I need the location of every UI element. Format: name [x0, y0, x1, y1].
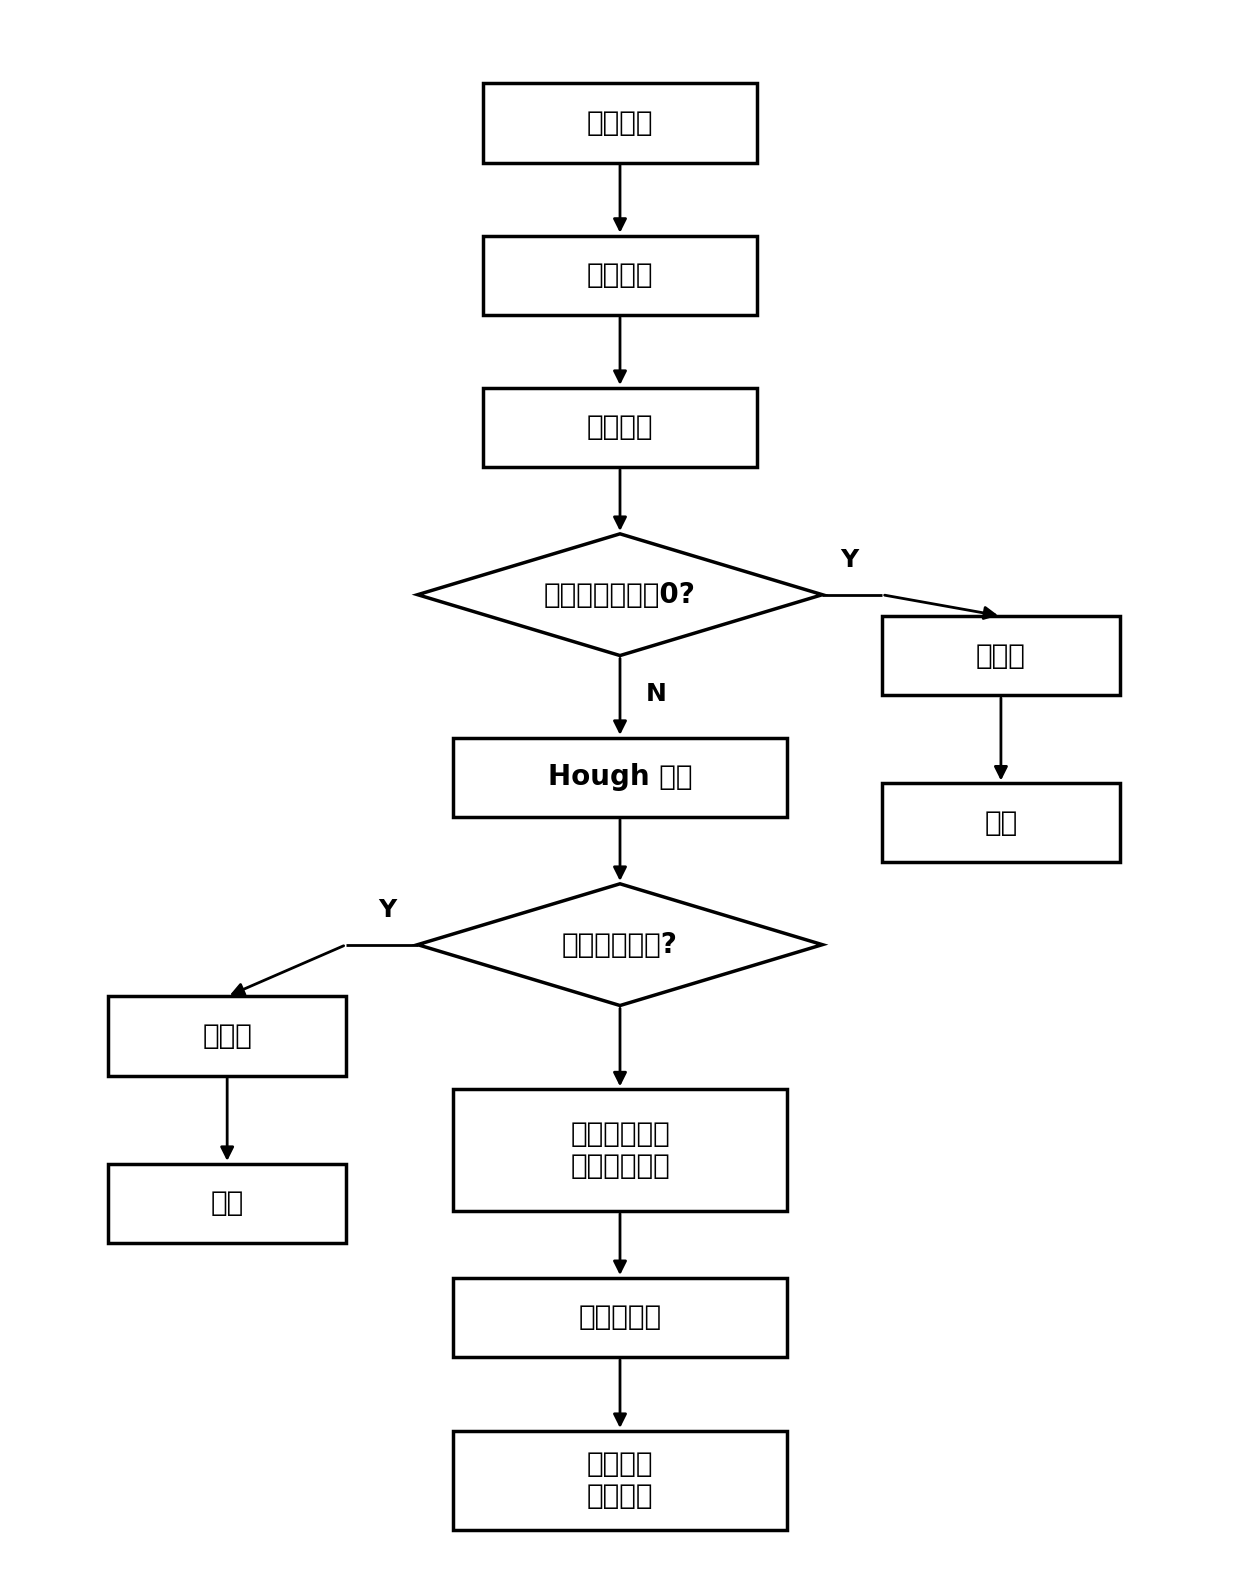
Text: 图像去噪: 图像去噪	[587, 414, 653, 441]
Text: Y: Y	[841, 548, 858, 572]
Text: 无缺陷: 无缺陷	[976, 642, 1025, 669]
Bar	[484, 84, 756, 163]
Text: 能提取到直线?: 能提取到直线?	[562, 930, 678, 959]
Bar	[484, 388, 756, 468]
Text: 白色像素个数为0?: 白色像素个数为0?	[544, 580, 696, 609]
Bar	[882, 783, 1120, 862]
Bar	[454, 1278, 786, 1357]
Polygon shape	[418, 534, 822, 656]
Bar	[484, 236, 756, 315]
Text: 图像分割: 图像分割	[587, 262, 653, 288]
Text: 块状缺陷
识别结果: 块状缺陷 识别结果	[587, 1450, 653, 1511]
Bar	[454, 737, 786, 816]
Bar	[882, 617, 1120, 696]
Bar	[454, 1431, 786, 1530]
Text: Y: Y	[378, 897, 397, 922]
Text: 结束: 结束	[985, 808, 1018, 837]
Text: 线缺陷: 线缺陷	[202, 1022, 252, 1049]
Text: N: N	[646, 682, 667, 705]
Text: 提取特征值: 提取特征值	[578, 1303, 662, 1331]
Bar	[108, 1163, 346, 1243]
Text: 输入图像: 输入图像	[587, 109, 653, 136]
Bar	[108, 997, 346, 1076]
Polygon shape	[418, 884, 822, 1005]
Bar	[454, 1089, 786, 1211]
Text: 滤除非激光扫
描区域的缺陷: 滤除非激光扫 描区域的缺陷	[570, 1121, 670, 1181]
Text: Hough 变换: Hough 变换	[548, 764, 692, 791]
Text: 结束: 结束	[211, 1189, 244, 1217]
